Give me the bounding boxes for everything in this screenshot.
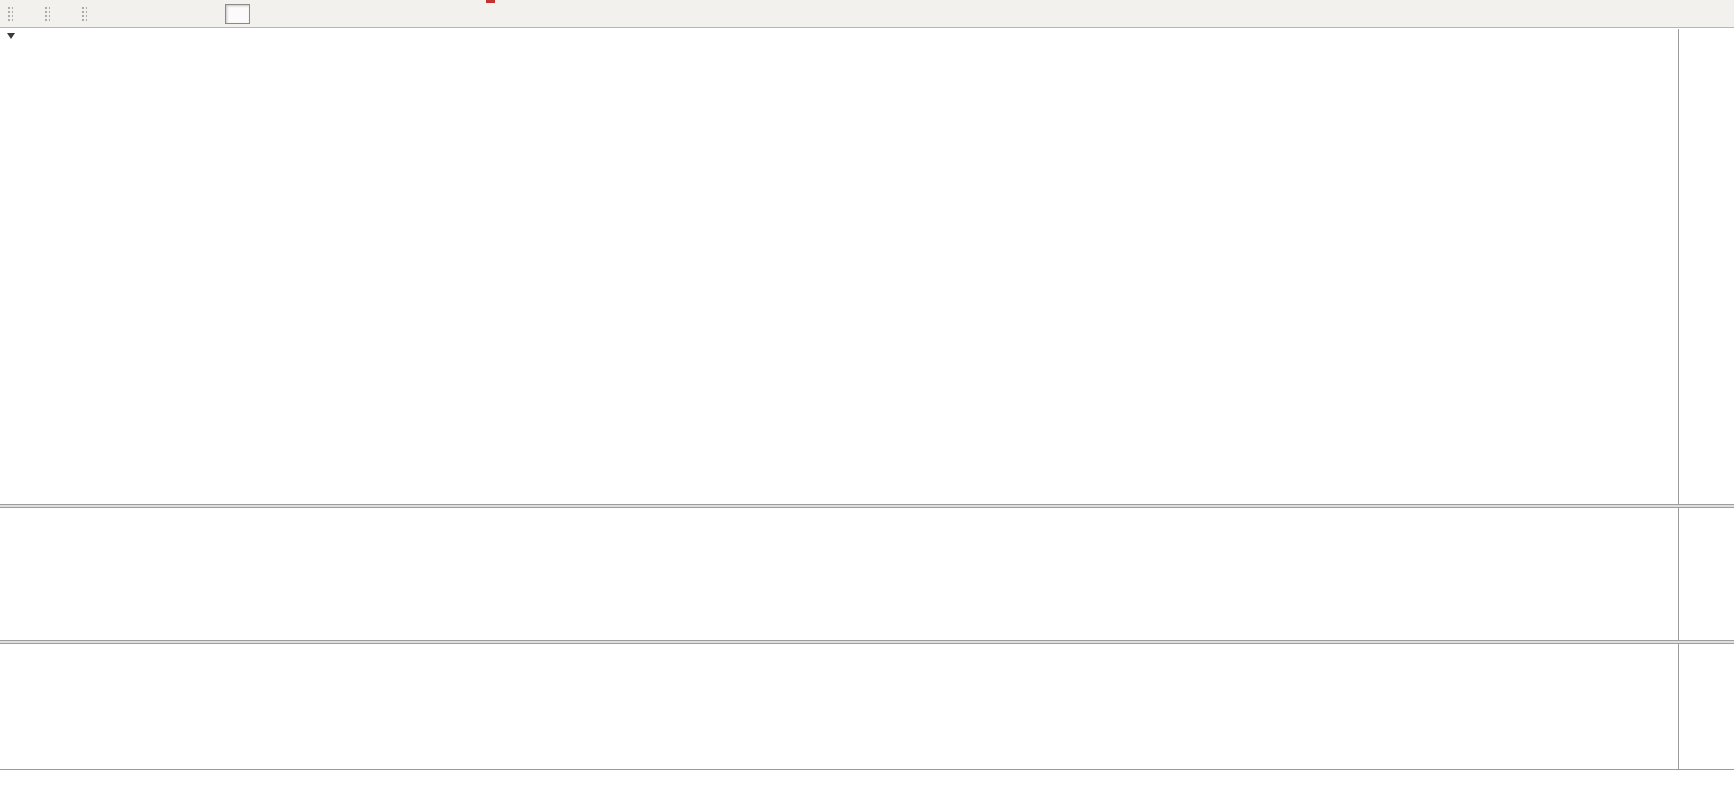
timeframe-d1-button[interactable] [251,4,276,24]
toolbar-drag-handle[interactable] [43,4,50,23]
timeframe-m15-button[interactable] [147,4,172,24]
price-axis[interactable] [1678,29,1734,769]
toolbar-drag-handle[interactable] [80,4,87,23]
rsi-indicator-header [7,648,13,660]
toolbar-drag-handle[interactable] [6,4,13,23]
timeframe-w1-button[interactable] [277,4,302,24]
cropped-ui-fragment [486,0,495,3]
timeframe-mn-button[interactable] [303,4,328,24]
panel-separator-macd[interactable] [0,504,1734,508]
macd-indicator-header [7,512,19,524]
toolbar [0,0,1734,28]
time-axis[interactable] [0,769,1734,794]
chart-cycle-button[interactable] [54,4,76,24]
timeframe-toolbar [95,3,328,24]
panel-separator-rsi[interactable] [0,640,1734,644]
timeframe-m30-button[interactable] [173,4,198,24]
triangle-down-icon[interactable] [7,33,15,39]
chart-symbol-header [7,33,28,39]
text-annotation-button[interactable] [17,4,39,24]
timeframe-m1-button[interactable] [95,4,120,24]
timeframe-h4-button[interactable] [225,3,250,24]
timeframe-h1-button[interactable] [199,4,224,24]
timeframe-m5-button[interactable] [121,4,146,24]
